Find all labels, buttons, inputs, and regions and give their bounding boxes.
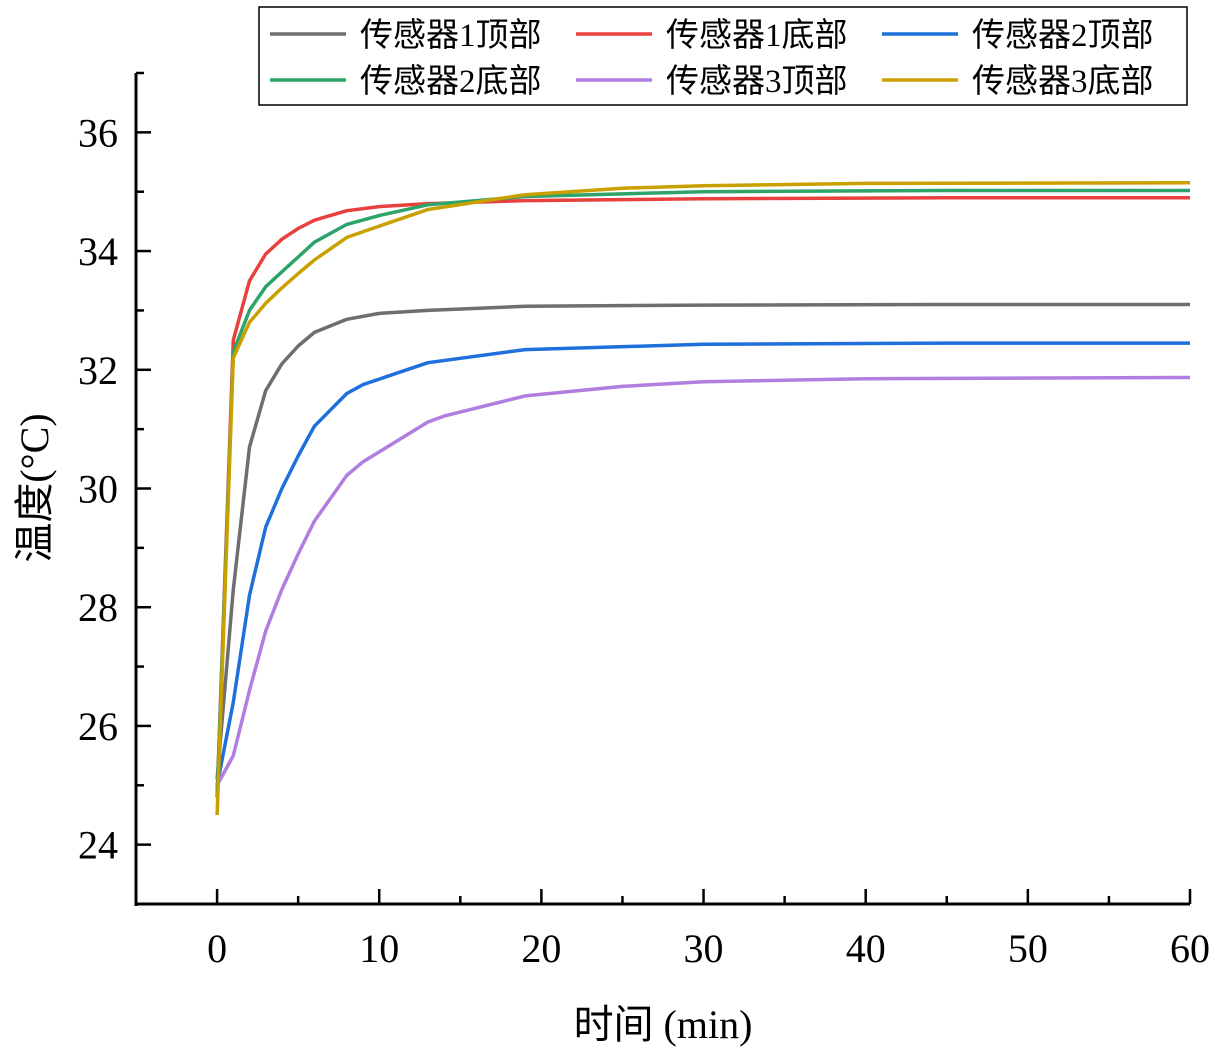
x-tick-label: 10 [359, 926, 399, 971]
y-tick-label: 28 [78, 585, 118, 630]
legend-label: 传感器3顶部 [666, 63, 848, 100]
series-lines [215, 181, 1191, 816]
legend-label: 传感器1底部 [666, 17, 848, 54]
legend-entry: 传感器3顶部 [576, 63, 848, 100]
legend-entry: 传感器3底部 [882, 63, 1154, 100]
series-line-6 [215, 181, 1191, 816]
legend-entry: 传感器2底部 [270, 63, 542, 100]
x-tick-label: 20 [521, 926, 561, 971]
legend-entry: 传感器1顶部 [270, 17, 542, 54]
y-tick-label: 36 [78, 110, 118, 155]
y-axis-label: 温度(°C) [12, 413, 57, 562]
series-line-3 [215, 341, 1190, 786]
series-line-4 [215, 188, 1190, 798]
axes: 0 10 20 30 40 50 60 24 26 28 30 32 34 36 [78, 71, 1210, 971]
series-line-5 [215, 375, 1191, 787]
x-tick-label: 50 [1008, 926, 1048, 971]
legend-label: 传感器3底部 [972, 63, 1154, 100]
x-tick-label: 0 [207, 926, 227, 971]
y-tick-label: 30 [78, 467, 118, 512]
y-tick-label: 32 [78, 348, 118, 393]
y-tick-label: 26 [78, 704, 118, 749]
legend-label: 传感器1顶部 [360, 17, 542, 54]
x-axis-label: 时间 (min) [574, 1002, 753, 1047]
legend-entry: 传感器1底部 [576, 17, 848, 54]
legend-box [258, 6, 1188, 106]
legend-label: 传感器2顶部 [972, 17, 1154, 54]
y-tick-label: 34 [78, 229, 118, 274]
y-tick-label: 24 [78, 823, 118, 868]
x-tick-label: 60 [1170, 926, 1210, 971]
series-line-2 [215, 195, 1190, 798]
x-tick-label: 30 [684, 926, 724, 971]
legend-label: 传感器2底部 [360, 63, 542, 100]
legend-entry: 传感器2顶部 [882, 17, 1154, 54]
series-line-1 [215, 302, 1190, 780]
x-tick-label: 40 [846, 926, 886, 971]
